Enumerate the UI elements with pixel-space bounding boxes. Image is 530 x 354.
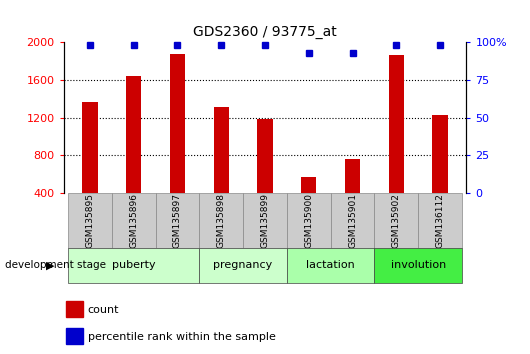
Text: GSM135899: GSM135899	[261, 193, 269, 248]
Bar	[126, 76, 142, 193]
Bar	[214, 107, 229, 193]
Text: GSM135897: GSM135897	[173, 193, 182, 248]
Bar	[199, 193, 243, 248]
Bar	[112, 193, 155, 248]
Text: GSM135901: GSM135901	[348, 193, 357, 248]
Text: count: count	[88, 305, 119, 315]
Text: GSM135896: GSM135896	[129, 193, 138, 248]
Text: puberty: puberty	[112, 261, 155, 270]
Bar	[375, 193, 418, 248]
Text: development stage: development stage	[5, 261, 107, 270]
Bar	[243, 193, 287, 248]
Text: ▶: ▶	[46, 261, 55, 270]
Bar	[287, 193, 331, 248]
Text: percentile rank within the sample: percentile rank within the sample	[88, 332, 276, 342]
Text: GSM135895: GSM135895	[85, 193, 94, 248]
Bar	[432, 115, 448, 193]
Bar	[287, 248, 375, 283]
Bar	[258, 119, 272, 193]
Text: GSM135898: GSM135898	[217, 193, 226, 248]
Text: GSM136112: GSM136112	[436, 193, 445, 248]
Bar	[331, 193, 375, 248]
Bar	[155, 193, 199, 248]
Bar	[388, 55, 404, 193]
Bar	[82, 102, 98, 193]
Bar	[66, 301, 83, 317]
Bar	[418, 193, 462, 248]
Bar	[68, 193, 112, 248]
Bar	[199, 248, 287, 283]
Bar	[345, 159, 360, 193]
Bar	[375, 248, 462, 283]
Text: involution: involution	[391, 261, 446, 270]
Bar	[301, 177, 316, 193]
Bar	[170, 54, 185, 193]
Text: pregnancy: pregnancy	[214, 261, 273, 270]
Bar	[66, 328, 83, 344]
Title: GDS2360 / 93775_at: GDS2360 / 93775_at	[193, 25, 337, 39]
Text: GSM135902: GSM135902	[392, 193, 401, 248]
Bar	[68, 248, 199, 283]
Text: GSM135900: GSM135900	[304, 193, 313, 248]
Text: lactation: lactation	[306, 261, 355, 270]
